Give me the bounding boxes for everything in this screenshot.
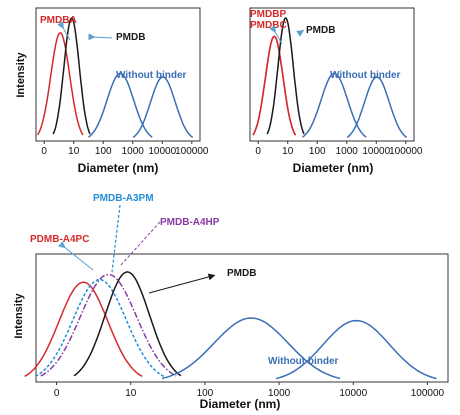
x-axis-label: Diameter (nm) — [293, 161, 374, 175]
x-tick-label: 10 — [68, 146, 80, 157]
series-line-pmdb-a4hp — [40, 273, 177, 377]
x-tick-label: 100 — [309, 146, 326, 157]
series-label: PMDB — [227, 268, 256, 279]
label-arrow — [88, 33, 113, 41]
series-line-without-binder — [346, 76, 408, 139]
series-line-pmdbc — [252, 35, 297, 136]
x-tick-label: 10000 — [339, 388, 367, 399]
panel-bottom: 0 10 100 1000 10000 100000 Intensity Diameter… — [13, 193, 449, 411]
x-tick-label: 10 — [282, 146, 294, 157]
series-label: PMDBC — [250, 20, 287, 31]
x-tick-label: 1000 — [336, 146, 359, 157]
label-arrow — [58, 241, 94, 271]
series-line-pmdbp — [252, 35, 297, 136]
y-axis-label: Intensity — [13, 293, 25, 339]
plot-frame — [249, 7, 415, 142]
x-axis-label: Diameter (nm) — [200, 397, 281, 411]
series-label: PMDB-A3PM — [93, 193, 154, 204]
label-arrow — [111, 204, 121, 273]
x-axis-label: Diameter (nm) — [78, 161, 159, 175]
x-tick-label: 0 — [255, 146, 261, 157]
x-tick-label: 1000 — [122, 146, 145, 157]
plot-frame — [35, 253, 449, 383]
series-line-without-binder — [161, 317, 341, 380]
label-arrow — [148, 273, 216, 294]
x-tick-label: 10000 — [362, 146, 390, 157]
x-ticks: 0 10 100 1000 10000 100000 — [54, 382, 445, 399]
x-tick-label: 100 — [197, 388, 214, 399]
series-label: PMDB — [116, 32, 145, 43]
x-tick-label: 10000 — [148, 146, 176, 157]
series-label: PMDBA — [40, 15, 77, 26]
series-line-pmdb — [73, 271, 182, 377]
series-line-without-binder — [88, 72, 153, 138]
x-tick-label: 0 — [54, 388, 60, 399]
x-tick-label: 1000 — [268, 388, 291, 399]
x-tick-label: 0 — [41, 146, 47, 157]
label-arrow — [296, 29, 305, 37]
x-tick-label: 100000 — [389, 146, 423, 157]
label-arrow — [57, 21, 71, 41]
x-tick-label: 100 — [95, 146, 112, 157]
plot-frame — [35, 7, 201, 142]
series-line-pdmb-a4pc — [24, 281, 143, 378]
series-line-pmdb-a3pm — [35, 278, 165, 377]
series-label: Without binder — [116, 70, 187, 81]
series-curves — [36, 17, 194, 139]
series-label: PDMB-A4PC — [30, 234, 89, 245]
x-tick-label: 100000 — [411, 388, 445, 399]
series-curves — [252, 17, 408, 139]
series-line-pmdb — [52, 17, 91, 135]
series-line-pmdb — [266, 17, 305, 135]
series-label: Without binder — [330, 70, 401, 81]
y-axis-label: Intensity — [15, 52, 27, 98]
series-line-without-binder — [275, 319, 437, 380]
series-line-pmdba — [36, 31, 84, 136]
series-label: Without binder — [268, 356, 339, 367]
series-label: PMDB-A4HP — [160, 217, 220, 228]
series-line-without-binder — [132, 76, 194, 139]
series-curves — [24, 271, 437, 380]
label-arrow — [119, 221, 161, 267]
series-label: PMDB — [306, 25, 335, 36]
x-tick-label: 100000 — [175, 146, 209, 157]
label-arrow — [269, 25, 283, 45]
series-line-without-binder — [302, 72, 367, 138]
x-tick-label: 10 — [125, 388, 137, 399]
series-label: PMDBP — [250, 9, 286, 20]
